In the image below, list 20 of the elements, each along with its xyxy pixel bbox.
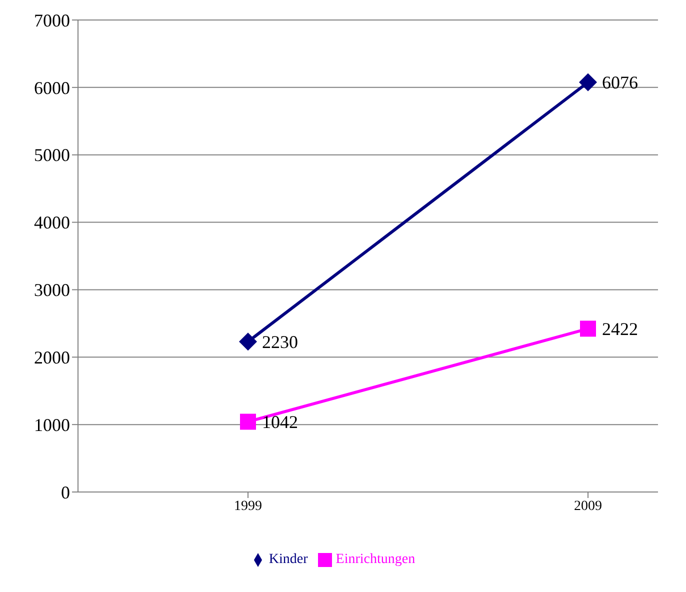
point bbox=[240, 414, 256, 430]
point bbox=[239, 332, 257, 351]
x-tick-label: 2009 bbox=[574, 498, 602, 514]
data-label: 1042 bbox=[262, 412, 298, 432]
data-label: 2422 bbox=[602, 319, 638, 340]
y-tick-label: 1000 bbox=[34, 414, 70, 435]
data-label: 6076 bbox=[602, 72, 638, 93]
y-tick-label: 4000 bbox=[34, 212, 70, 233]
point bbox=[579, 73, 597, 92]
legend-label: Kinder bbox=[268, 552, 308, 567]
y-tick-label: 7000 bbox=[34, 10, 70, 30]
legend-label: Einrichtungen bbox=[336, 552, 416, 567]
y-tick-label: 0 bbox=[61, 482, 70, 502]
data-label: 2230 bbox=[262, 332, 298, 352]
y-tick-label: 5000 bbox=[34, 145, 70, 166]
y-tick-label: 3000 bbox=[34, 280, 70, 300]
point bbox=[580, 320, 596, 337]
x-tick-label: 1999 bbox=[234, 498, 262, 514]
y-tick-label: 2000 bbox=[34, 348, 70, 368]
y-tick-label: 6000 bbox=[34, 78, 70, 98]
